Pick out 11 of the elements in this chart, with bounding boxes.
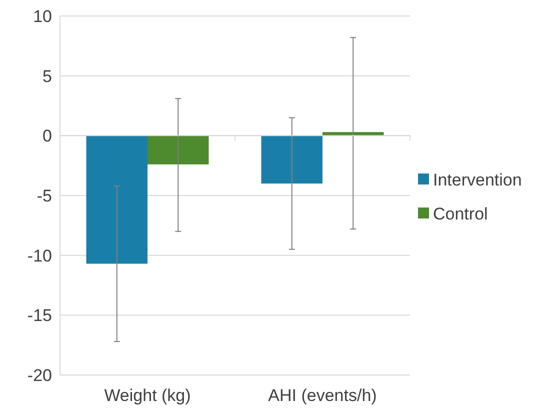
x-tick-label: AHI (events/h): [268, 386, 377, 405]
legend-label: Control: [433, 204, 488, 224]
legend-label: Intervention: [433, 170, 522, 190]
y-tick-label: 5: [42, 66, 52, 86]
y-tick-label: -5: [36, 186, 52, 206]
y-tick-label: -20: [27, 366, 52, 385]
y-tick-label: 10: [33, 6, 52, 26]
y-tick-label: -15: [27, 306, 52, 326]
x-tick-label: Weight (kg): [104, 386, 191, 405]
y-tick-label: -10: [27, 246, 52, 266]
y-tick-label: 0: [42, 126, 52, 146]
